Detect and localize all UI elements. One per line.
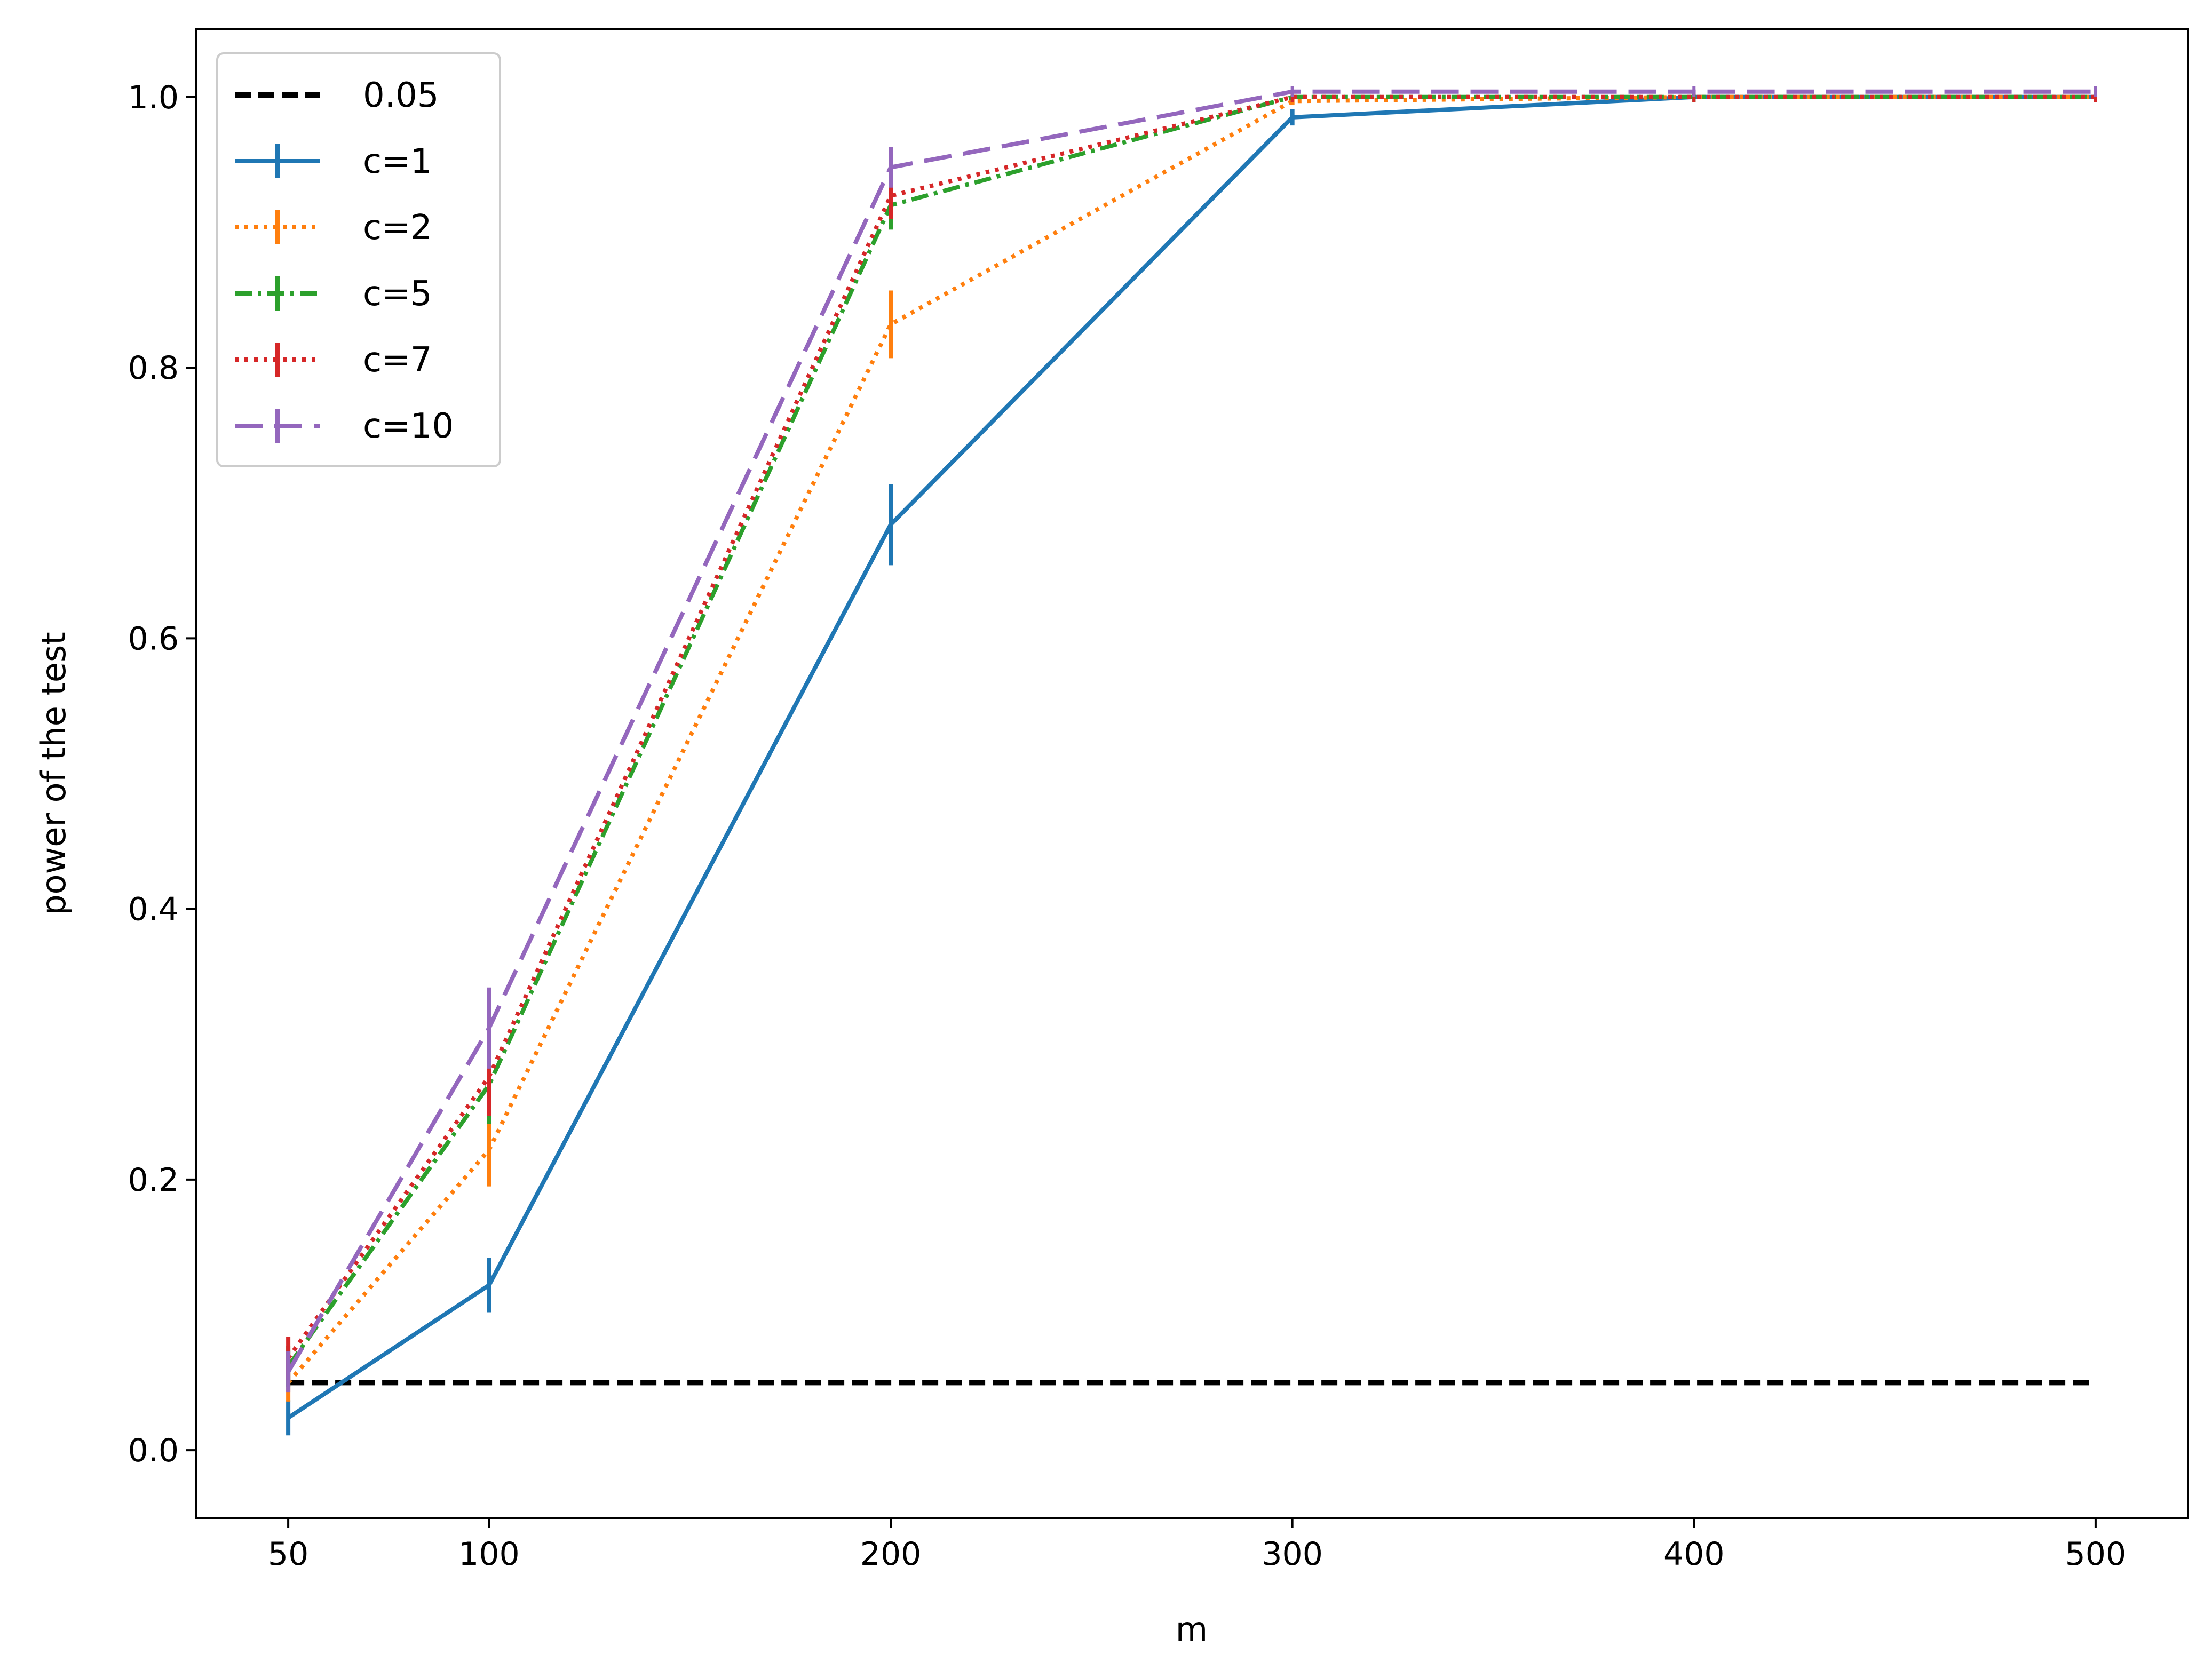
legend: 0.05 c=1 c=2 c=5 c=7 c=10 [216,52,501,467]
legend-entry: 0.05 [235,76,439,115]
x-axis: 50 100 200 300 400 500 [268,1518,2126,1573]
y-axis: 0.0 0.2 0.4 0.6 0.8 1.0 [128,79,196,1469]
y-tick-label: 1.0 [128,79,179,116]
legend-box [216,52,501,467]
x-tick-label: 100 [458,1536,520,1573]
legend-entry: c=5 [235,274,432,314]
x-tick-label: 300 [1262,1536,1323,1573]
y-axis-label: power of the test [34,632,73,915]
y-tick-label: 0.0 [128,1432,179,1469]
legend-entry: c=1 [235,142,432,181]
x-tick-label: 500 [2065,1536,2127,1573]
series-line [286,94,2096,1360]
legend-label: c=1 [363,142,432,181]
legend-label: c=5 [363,274,432,314]
y-tick-label: 0.2 [128,1162,179,1199]
legend-label: c=2 [363,208,432,248]
legend-entry: c=2 [235,208,432,248]
plot-frame [195,28,2189,1519]
legend-label: c=10 [363,407,454,446]
y-tick-label: 0.6 [128,620,179,657]
legend-entry: c=10 [235,407,454,446]
series-line [286,94,2096,1368]
x-tick-label: 50 [268,1536,308,1573]
y-tick-label: 0.8 [128,349,179,387]
series-c=10 [286,86,2097,1393]
series-line [286,89,2096,1373]
plot-area [196,29,2188,1518]
y-tick-label: 0.4 [128,891,179,928]
series-layer [286,86,2097,1436]
legend-label: 0.05 [363,76,439,115]
x-tick-label: 400 [1663,1536,1725,1573]
legend-entry: c=7 [235,340,432,380]
legend-label: c=7 [363,340,432,380]
x-tick-label: 200 [860,1536,922,1573]
x-axis-label: m [1176,1610,1208,1649]
